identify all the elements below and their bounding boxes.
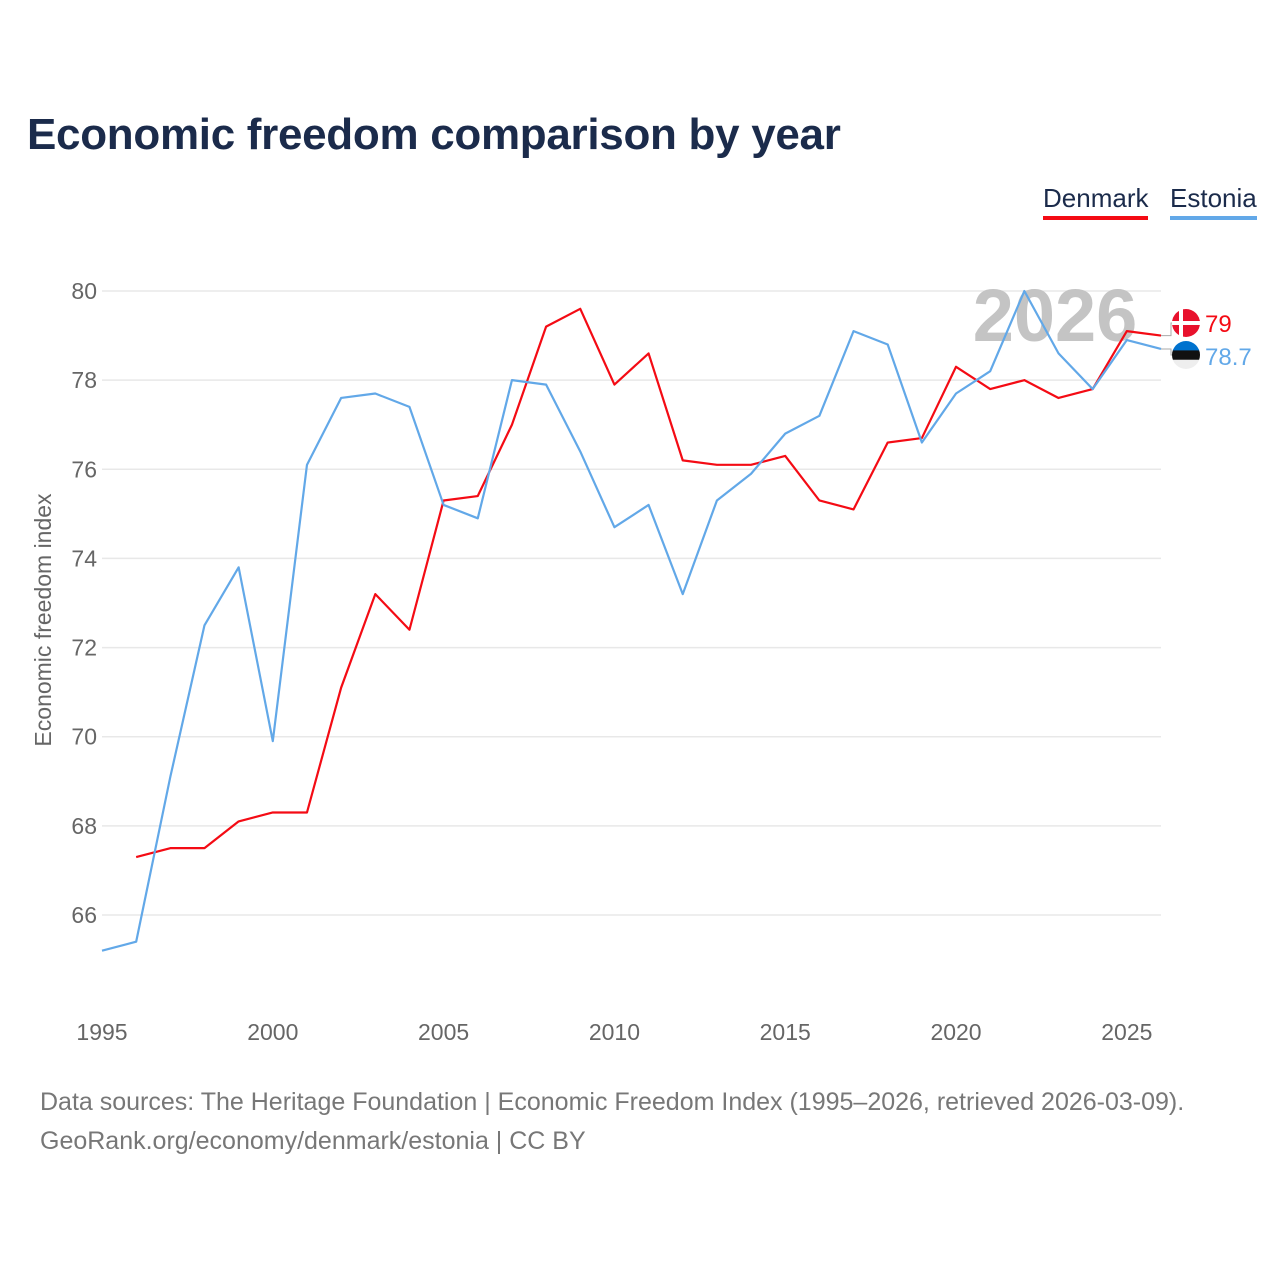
denmark-flag-cross xyxy=(1172,321,1200,325)
end-label-estonia: 78.7 xyxy=(1205,344,1252,371)
y-tick-label: 70 xyxy=(71,724,97,750)
y-tick-label: 66 xyxy=(71,902,97,928)
source-url: GeoRank.org/economy/denmark/estonia | CC… xyxy=(40,1127,586,1155)
flag-stripe xyxy=(1172,341,1200,351)
year-watermark: 2026 xyxy=(973,274,1138,357)
x-tick-label: 2005 xyxy=(418,1019,469,1045)
end-label-denmark: 79 xyxy=(1205,311,1232,338)
y-tick-label: 80 xyxy=(71,278,97,304)
flag-stripe xyxy=(1172,359,1200,369)
y-tick-label: 74 xyxy=(71,545,97,571)
y-axis-label: Economic freedom index xyxy=(30,493,56,747)
x-tick-label: 2020 xyxy=(930,1019,981,1045)
legend-denmark[interactable]: Denmark xyxy=(1043,183,1149,220)
y-tick-label: 78 xyxy=(71,367,97,393)
y-tick-label: 72 xyxy=(71,635,97,661)
flag-stripe xyxy=(1172,350,1200,360)
x-tick-label: 1995 xyxy=(76,1019,127,1045)
y-tick-label: 76 xyxy=(71,456,97,482)
chart-title: Economic freedom comparison by year xyxy=(27,110,841,159)
series-line-estonia xyxy=(101,289,1162,952)
x-tick-label: 2015 xyxy=(760,1019,811,1045)
legend-estonia[interactable]: Estonia xyxy=(1170,183,1257,220)
estonia-flag-icon xyxy=(1172,341,1200,369)
series-line-denmark xyxy=(135,307,1162,859)
y-tick-label: 68 xyxy=(71,813,97,839)
x-tick-label: 2010 xyxy=(589,1019,640,1045)
source-text: Data sources: The Heritage Foundation | … xyxy=(40,1088,1185,1116)
x-tick-label: 2025 xyxy=(1101,1019,1152,1045)
x-tick-label: 2000 xyxy=(247,1019,298,1045)
